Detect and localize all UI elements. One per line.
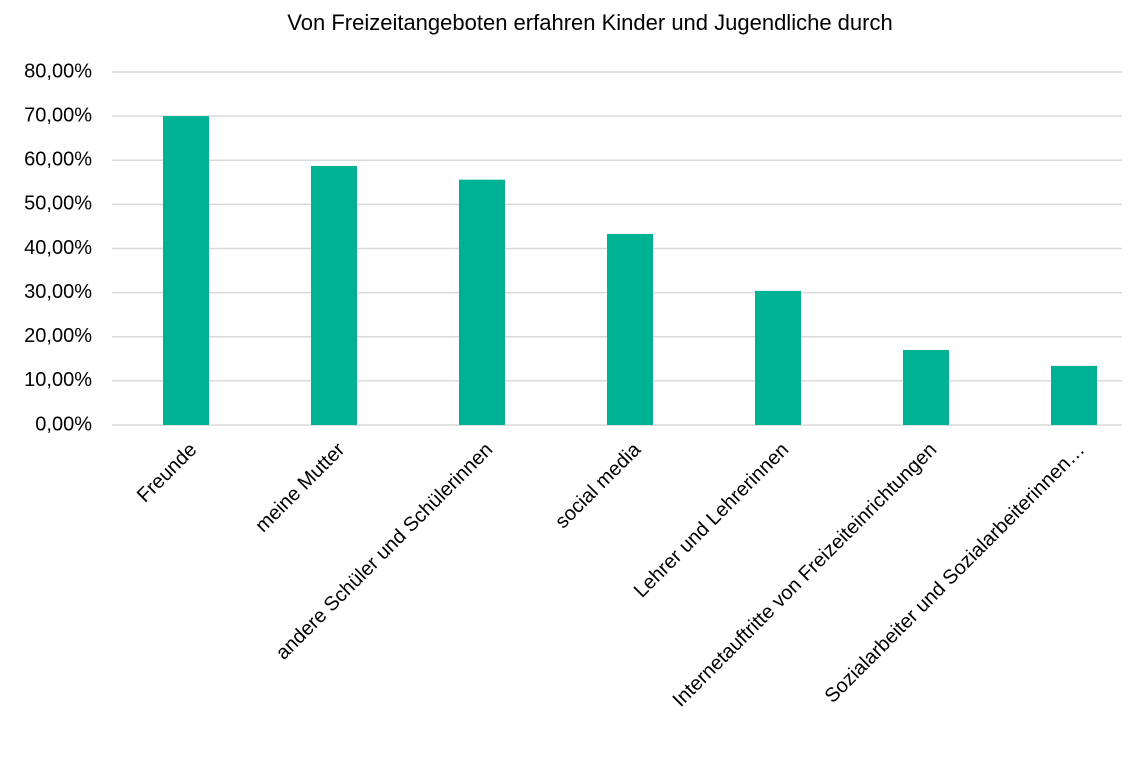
y-tick-label: 0,00% bbox=[35, 413, 92, 435]
y-tick-label: 20,00% bbox=[24, 325, 92, 347]
x-tick-label: meine Mutter bbox=[251, 438, 349, 536]
y-tick-label: 50,00% bbox=[24, 193, 92, 215]
bar bbox=[755, 290, 801, 425]
x-tick-label: Internetauftritte von Freizeiteinrichtun… bbox=[669, 439, 942, 712]
bar bbox=[1051, 365, 1097, 425]
bar bbox=[311, 165, 357, 425]
y-tick-label: 80,00% bbox=[24, 60, 92, 82]
bar bbox=[163, 116, 209, 425]
bar bbox=[903, 349, 949, 425]
chart-title: Von Freizeitangeboten erfahren Kinder un… bbox=[287, 10, 892, 35]
y-tick-label: 60,00% bbox=[24, 149, 92, 171]
x-tick-label: social media bbox=[551, 438, 646, 533]
y-tick-label: 10,00% bbox=[24, 369, 92, 391]
x-tick-label: Lehrer und Lehrerinnen bbox=[630, 439, 793, 602]
bar bbox=[607, 233, 653, 425]
bar bbox=[459, 179, 505, 425]
x-tick-label: Freunde bbox=[133, 439, 201, 507]
y-tick-label: 70,00% bbox=[24, 104, 92, 126]
y-tick-label: 30,00% bbox=[24, 281, 92, 303]
x-tick-label: Sozialarbeiter und Sozialarbeiterinnen… bbox=[821, 439, 1090, 708]
y-tick-label: 40,00% bbox=[24, 237, 92, 259]
